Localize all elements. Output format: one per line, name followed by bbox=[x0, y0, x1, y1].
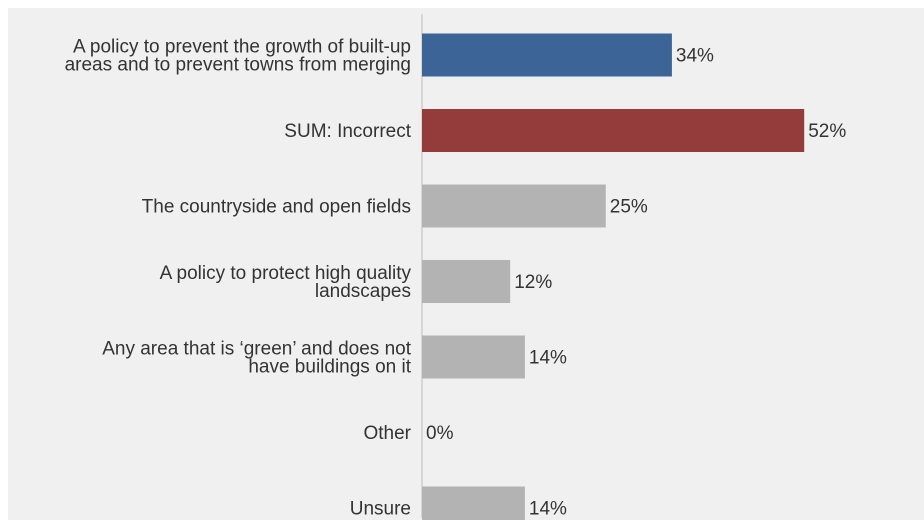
value-label: 25% bbox=[610, 197, 648, 218]
category-label: Any area that is ‘green’ and does not bbox=[102, 339, 411, 360]
value-label: 14% bbox=[529, 348, 567, 369]
category-label: Unsure bbox=[350, 499, 411, 520]
bars-layer: A policy to prevent the growth of built-… bbox=[65, 33, 846, 520]
category-label: landscapes bbox=[315, 281, 411, 302]
bar-group: SUM: Incorrect 52% bbox=[284, 109, 846, 152]
bar bbox=[422, 260, 511, 303]
bar-group: Any area that is ‘green’ and does nothav… bbox=[102, 335, 567, 379]
category-label: A policy to protect high quality bbox=[160, 263, 412, 284]
category-label: SUM: Incorrect bbox=[284, 121, 411, 142]
value-label: 12% bbox=[514, 272, 552, 293]
chart-panel: A policy to prevent the growth of built-… bbox=[8, 8, 924, 520]
bar-group: Unsure 14% bbox=[350, 486, 567, 520]
category-label: areas and to prevent towns from merging bbox=[65, 55, 411, 76]
bar bbox=[422, 184, 606, 228]
bar-chart: A policy to prevent the growth of built-… bbox=[65, 14, 846, 520]
bar-group: The countryside and open fields 25% bbox=[142, 184, 648, 228]
value-label: 0% bbox=[426, 423, 454, 444]
value-label: 34% bbox=[676, 46, 714, 67]
category-label: The countryside and open fields bbox=[142, 197, 411, 218]
value-label: 14% bbox=[529, 499, 567, 520]
category-label: Other bbox=[363, 423, 411, 444]
bar bbox=[422, 335, 525, 379]
bar-group: A policy to protect high qualitylandscap… bbox=[160, 260, 552, 303]
category-label: have buildings on it bbox=[248, 357, 411, 378]
bar bbox=[422, 486, 525, 520]
category-label: A policy to prevent the growth of built-… bbox=[73, 37, 411, 58]
bar bbox=[422, 109, 805, 152]
bar-group: Other 0% bbox=[363, 423, 453, 444]
bar bbox=[422, 33, 672, 77]
value-label: 52% bbox=[808, 121, 846, 142]
bar-group: A policy to prevent the growth of built-… bbox=[65, 33, 714, 77]
